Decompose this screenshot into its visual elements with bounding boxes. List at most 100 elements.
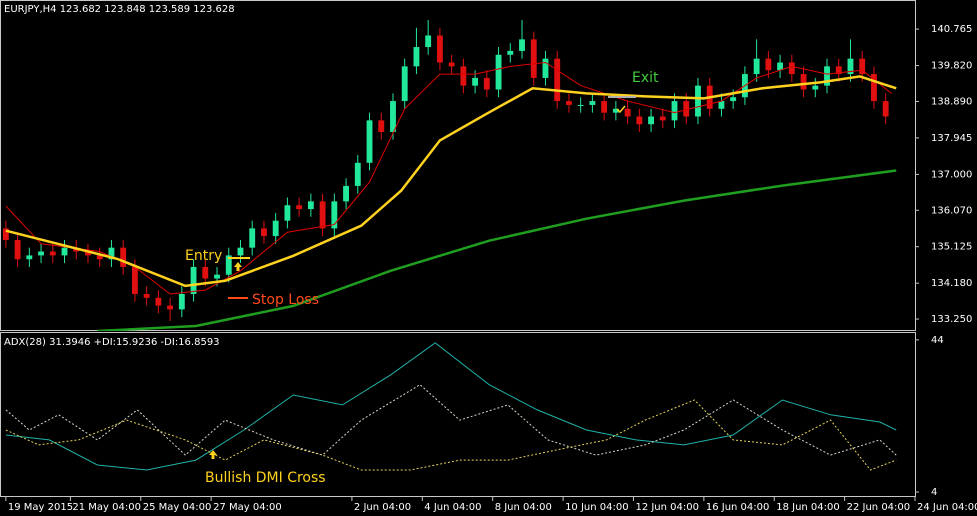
candle-body bbox=[14, 239, 21, 260]
candle-body bbox=[26, 255, 33, 260]
candle-body bbox=[354, 162, 361, 186]
candle-body bbox=[131, 266, 138, 294]
candle-body bbox=[425, 35, 432, 48]
candle-body bbox=[859, 58, 866, 75]
candle-body bbox=[847, 58, 854, 75]
x-tick-label: 22 Jun 04:00 bbox=[847, 502, 911, 513]
candle-body bbox=[49, 251, 56, 256]
x-tick-label: 16 Jun 04:00 bbox=[706, 502, 770, 513]
candle-body bbox=[143, 293, 150, 298]
plot-layer: 140.765 139.820 138.890 137.945 137.000 136.0… bbox=[2, 20, 977, 513]
candle-body bbox=[788, 62, 795, 75]
y-tick-label: 140.765 bbox=[931, 24, 972, 35]
candle-body bbox=[343, 185, 349, 202]
candle-body bbox=[272, 220, 279, 237]
candle-body bbox=[612, 108, 619, 113]
y-tick-label: 135.125 bbox=[931, 242, 972, 253]
adx-title: ADX(28) 31.3946 +DI:15.9236 -DI:16.8593 bbox=[4, 337, 220, 348]
candle-body bbox=[202, 266, 209, 279]
panel bbox=[5, 342, 897, 471]
line-series bbox=[5, 75, 897, 288]
y-tick-label: 137.000 bbox=[931, 169, 972, 180]
candle-body bbox=[460, 66, 467, 86]
candle-body bbox=[390, 101, 396, 132]
y-tick-label: 138.890 bbox=[931, 96, 972, 107]
candle-body bbox=[214, 274, 220, 279]
x-tick-label: 12 Jun 04:00 bbox=[635, 502, 699, 513]
candle-body bbox=[190, 266, 197, 294]
y-tick-label: 133.250 bbox=[931, 314, 972, 325]
candle-body bbox=[472, 77, 479, 86]
dmi-cross-arrow bbox=[209, 450, 217, 459]
x-tick-label: 10 Jun 04:00 bbox=[565, 502, 629, 513]
candle-body bbox=[777, 62, 784, 71]
candle-body bbox=[38, 251, 44, 256]
candle-body bbox=[812, 85, 819, 90]
candle-body bbox=[85, 251, 91, 256]
main-frame bbox=[0, 0, 916, 331]
candle-body bbox=[401, 66, 408, 102]
line-series bbox=[97, 169, 897, 331]
candle-body bbox=[155, 297, 162, 306]
candle-body bbox=[624, 108, 631, 117]
candle-body bbox=[378, 120, 385, 132]
entry-arrow bbox=[234, 262, 242, 271]
candle-body bbox=[120, 247, 127, 267]
candle-body bbox=[249, 228, 256, 248]
candle-body bbox=[178, 293, 185, 310]
line-series bbox=[5, 61, 892, 295]
candle-body bbox=[225, 255, 232, 275]
y-tick-label: 137.945 bbox=[931, 133, 972, 144]
candle-body bbox=[436, 35, 443, 63]
x-tick-label: 21 May 04:00 bbox=[72, 502, 141, 513]
candle-body bbox=[882, 101, 889, 117]
candle-body bbox=[483, 77, 490, 90]
candle-body bbox=[319, 201, 326, 229]
candle-body bbox=[307, 201, 314, 210]
candle-body bbox=[108, 247, 115, 260]
candle-body bbox=[167, 305, 174, 310]
candle-body bbox=[296, 205, 303, 210]
candle-body bbox=[659, 116, 666, 121]
y-tick-label: 134.180 bbox=[931, 278, 972, 289]
candle-body bbox=[284, 205, 291, 221]
candle-body bbox=[683, 101, 690, 117]
x-tick-label: 8 Jun 04:00 bbox=[495, 502, 552, 513]
candle-body bbox=[366, 120, 373, 163]
exit-label: Exit bbox=[632, 70, 659, 86]
x-tick-label: 25 May 04:00 bbox=[143, 502, 212, 513]
x-tick-label: 18 Jun 04:00 bbox=[776, 502, 840, 513]
x-tick-label: 2 Jun 04:00 bbox=[354, 502, 411, 513]
y-tick-label: 139.820 bbox=[931, 61, 972, 72]
adx-frame bbox=[0, 332, 916, 497]
panel bbox=[2, 20, 897, 331]
candle-body bbox=[507, 50, 514, 55]
line-series bbox=[5, 399, 897, 471]
candle-body bbox=[519, 39, 525, 51]
candle-body bbox=[61, 247, 68, 256]
candle-body bbox=[448, 62, 455, 67]
candle-body bbox=[589, 101, 596, 105]
candle-body bbox=[718, 101, 725, 109]
candle-body bbox=[636, 116, 643, 125]
y-tick-label: 44 bbox=[931, 335, 944, 346]
candle-body bbox=[671, 101, 678, 121]
candle-body bbox=[2, 228, 9, 240]
candle-body bbox=[542, 58, 549, 78]
candle-body bbox=[237, 247, 244, 256]
candle-body bbox=[530, 39, 537, 78]
candle-body bbox=[601, 101, 608, 113]
candle-body bbox=[800, 74, 807, 90]
candle-body bbox=[96, 255, 103, 260]
entry-label: Entry bbox=[185, 248, 222, 264]
candle-body bbox=[554, 58, 561, 102]
candle-body bbox=[566, 101, 572, 105]
candle-body bbox=[765, 58, 772, 71]
exit-check bbox=[616, 105, 626, 114]
x-tick-label: 27 May 04:00 bbox=[213, 502, 282, 513]
candle-body bbox=[261, 228, 267, 237]
candle-body bbox=[577, 104, 584, 106]
stop-loss-label: Stop Loss bbox=[252, 292, 319, 308]
